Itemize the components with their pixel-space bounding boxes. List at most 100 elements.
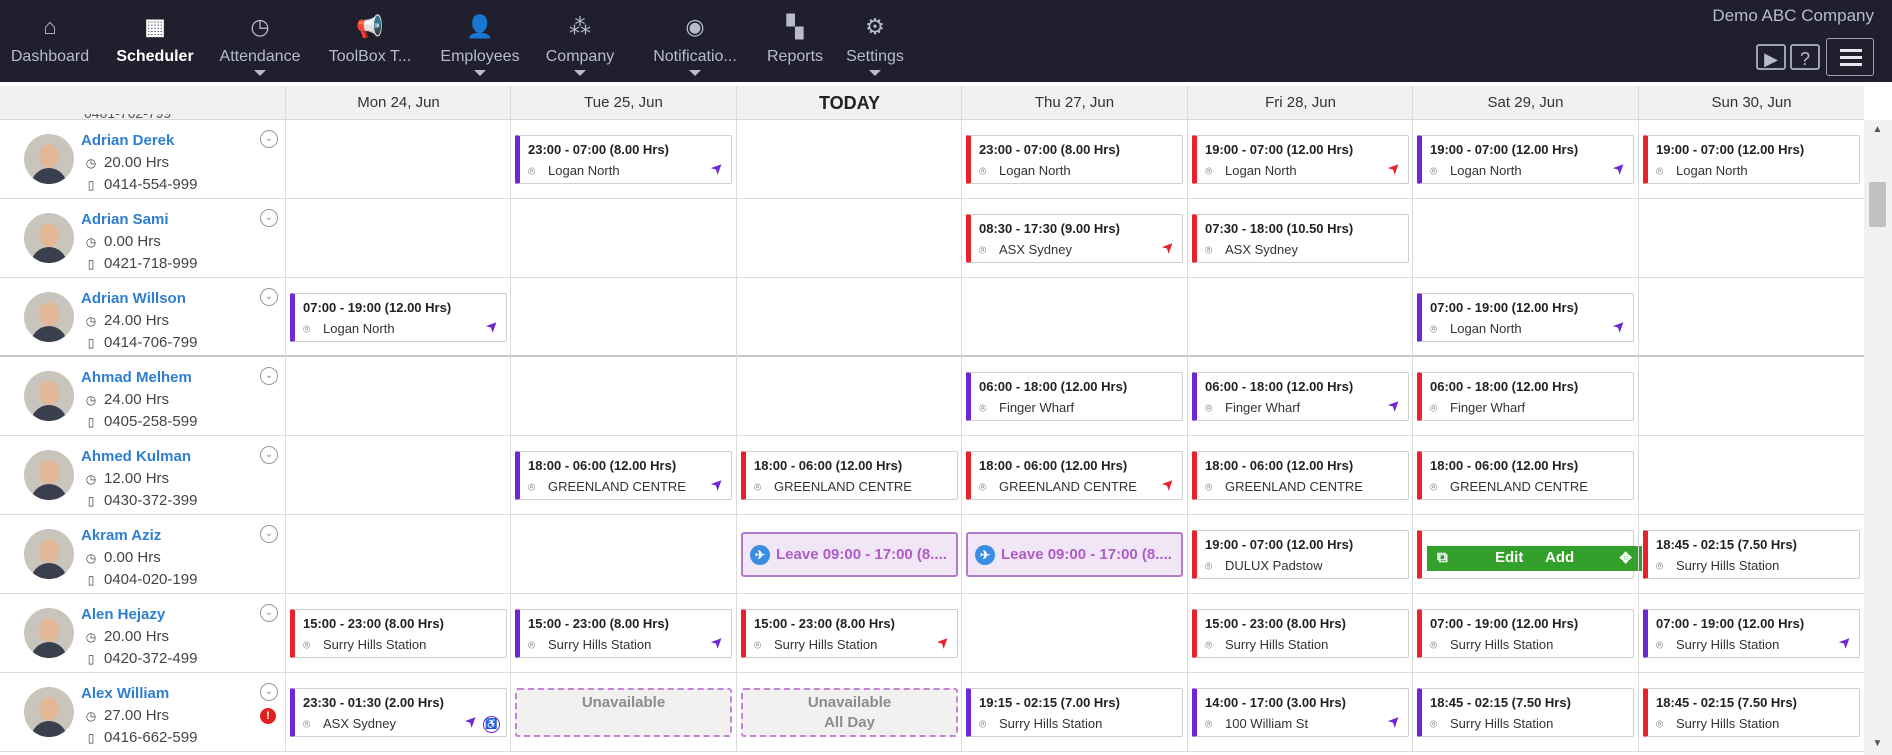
day-cell[interactable]: 23:00 - 07:00 (8.00 Hrs) ⌾ Logan North [961,120,1187,199]
day-cell[interactable]: 19:00 - 07:00 (12.00 Hrs) ⌾ Logan North ➤ [1412,120,1638,199]
day-cell[interactable] [510,357,736,436]
day-cell[interactable]: 18:00 - 06:00 (12.00 Hrs) ⌾ GREENLAND CENT… [736,436,962,515]
scroll-up-arrow[interactable]: ▲ [1872,124,1883,135]
nav-reports[interactable]: ▚ Reports [755,12,835,74]
day-cell[interactable]: 23:00 - 07:00 (8.00 Hrs) ⌾ Logan North ➤ [510,120,736,199]
day-cell[interactable]: 23:30 - 01:30 (2.00 Hrs) ⌾ ASX Sydney ➤ ♿ [285,673,511,752]
day-cell[interactable] [285,436,511,515]
shift-card[interactable]: 18:00 - 06:00 (12.00 Hrs) ⌾ GREENLAND CENT… [741,451,958,500]
avatar[interactable] [24,371,74,421]
add-shift-button[interactable]: Add [1545,549,1575,566]
expand-chevron-icon[interactable]: ⌄ [260,209,278,227]
day-cell[interactable] [285,515,511,594]
day-cell[interactable] [736,120,962,199]
shift-card[interactable]: 15:00 - 23:00 (8.00 Hrs) ⌾ Surry Hills Sta… [515,609,732,658]
day-cell[interactable] [961,594,1187,673]
copy-icon[interactable]: ⧉ [1437,549,1448,566]
avatar[interactable] [24,292,74,342]
employee-name-link[interactable]: Alex William [81,685,170,702]
shift-card[interactable]: 18:45 - 02:15 (7.50 Hrs) ⌾ Surry Hills Sta… [1643,530,1860,579]
day-cell[interactable] [1638,199,1864,278]
expand-chevron-icon[interactable]: ⌄ [260,683,278,701]
day-cell[interactable] [510,515,736,594]
day-cell[interactable]: 15:00 - 23:00 (8.00 Hrs) ⌾ Surry Hills Sta… [736,594,962,673]
shift-card[interactable]: 23:00 - 07:00 (8.00 Hrs) ⌾ Logan North [966,135,1183,184]
expand-chevron-icon[interactable]: ⌄ [260,525,278,543]
day-cell[interactable]: 18:45 - 02:15 (7.50 Hrs) ⌾ Surry Hills Sta… [1638,515,1864,594]
shift-card[interactable]: 15:00 - 23:00 (8.00 Hrs) ⌾ Surry Hills Sta… [290,609,507,658]
leave-block[interactable]: ✈ Leave 09:00 - 17:00 (8.... [966,532,1183,577]
day-cell[interactable]: 15:00 - 23:00 (8.00 Hrs) ⌾ Surry Hills Sta… [1187,594,1413,673]
employee-name-link[interactable]: Ahmad Melhem [81,369,192,386]
shift-card[interactable]: 06:00 - 18:00 (12.00 Hrs) ⌾ Finger Wharf [966,372,1183,421]
day-cell[interactable] [1412,199,1638,278]
shift-card[interactable]: 18:00 - 06:00 (12.00 Hrs) ⌾ GREENLAND CENT… [966,451,1183,500]
day-cell[interactable]: 06:00 - 18:00 (12.00 Hrs) ⌾ Finger Wharf [1412,357,1638,436]
day-cell[interactable]: 19:00 - 07:00 (12.00 Hrs) ⌾ Logan North ➤ [1187,120,1413,199]
shift-card[interactable]: 18:45 - 02:15 (7.50 Hrs) ⌾ Surry Hills Sta… [1643,688,1860,737]
employee-name-link[interactable]: Akram Aziz [81,527,162,544]
unavailable-block[interactable]: Unavailable All Day [741,688,958,737]
day-cell[interactable]: 06:00 - 18:00 (12.00 Hrs) ⌾ Finger Wharf ➤ [1187,357,1413,436]
day-cell[interactable] [285,120,511,199]
shift-card[interactable]: 19:00 - 07:00 (12.00 Hrs) ⌾ Logan North [1643,135,1860,184]
day-cell[interactable]: Unavailable All Day [736,673,962,752]
expand-chevron-icon[interactable]: ⌄ [260,130,278,148]
nav-dashboard[interactable]: ⌂ Dashboard [10,12,90,74]
day-cell[interactable]: 18:00 - 06:00 (12.00 Hrs) ⌾ GREENLAND CENT… [1187,436,1413,515]
expand-chevron-icon[interactable]: ⌄ [260,367,278,385]
day-cell[interactable]: 19:15 - 02:15 (7.00 Hrs) ⌾ Surry Hills Sta… [961,673,1187,752]
employee-name-link[interactable]: Adrian Sami [81,211,169,228]
hamburger-menu-button[interactable] [1826,38,1874,76]
day-cell[interactable]: ✈ Leave 09:00 - 17:00 (8.... [736,515,962,594]
edit-shift-button[interactable]: Edit [1495,549,1524,566]
scrollbar-thumb[interactable] [1869,182,1886,227]
day-cell[interactable] [1638,436,1864,515]
day-cell[interactable]: ✈ Leave 09:00 - 17:00 (8.... [961,515,1187,594]
shift-card[interactable]: 06:00 - 18:00 (12.00 Hrs) ⌾ Finger Wharf ➤ [1192,372,1409,421]
avatar[interactable] [24,529,74,579]
nav-employees[interactable]: 👤 Employees [430,12,530,76]
shift-card[interactable]: 19:15 - 02:15 (7.00 Hrs) ⌾ Surry Hills Sta… [966,688,1183,737]
shift-card[interactable]: 18:00 - 06:00 (12.00 Hrs) ⌾ GREENLAND CENT… [515,451,732,500]
shift-card[interactable]: 19:00 - 07:00 (12.00 Hrs) ⌾ DULUX Padstow [1192,530,1409,579]
nav-notificatio[interactable]: ◉ Notificatio... [640,12,750,76]
employee-name-link[interactable]: Ahmed Kulman [81,448,192,465]
shift-card[interactable]: 07:00 - 19:00 (12.00 Hrs) ⌾ Logan North ➤ [290,293,507,342]
shift-card[interactable]: 18:00 - 06:00 (12.00 Hrs) ⌾ GREENLAND CENT… [1417,451,1634,500]
day-cell[interactable] [1638,357,1864,436]
day-cell[interactable]: 08:30 - 17:30 (9.00 Hrs) ⌾ ASX Sydney ➤ [961,199,1187,278]
day-cell[interactable] [1638,278,1864,357]
shift-card[interactable]: 15:00 - 23:00 (8.00 Hrs) ⌾ Surry Hills Sta… [741,609,958,658]
avatar[interactable] [24,213,74,263]
day-cell[interactable] [736,278,962,357]
shift-card[interactable]: 18:45 - 02:15 (7.50 Hrs) ⌾ Surry Hills Sta… [1417,688,1634,737]
avatar[interactable] [24,134,74,184]
video-tutorial-icon[interactable]: ▶ [1756,44,1786,70]
expand-chevron-icon[interactable]: ⌄ [260,288,278,306]
day-cell[interactable]: 19:00 - 07:00 (12.00 Hrs) ⌾ DULUX Padstow [1187,515,1413,594]
shift-card[interactable]: 07:30 - 18:00 (10.50 Hrs) ⌾ ASX Sydney [1192,214,1409,263]
shift-card[interactable]: 07:00 - 19:00 (12.00 Hrs) ⌾ Surry Hills St… [1417,609,1634,658]
shift-card[interactable]: 23:30 - 01:30 (2.00 Hrs) ⌾ ASX Sydney ➤ ♿ [290,688,507,737]
day-cell[interactable]: Unavailable [510,673,736,752]
nav-company[interactable]: ⁂ Company [540,12,620,76]
day-cell[interactable]: 18:00 - 06:00 (12.00 Hrs) ⌾ GREENLAND CENT… [1412,436,1638,515]
shift-card[interactable]: 18:00 - 06:00 (12.00 Hrs) ⌾ GREENLAND CENT… [1192,451,1409,500]
move-icon[interactable]: ✥ [1619,550,1632,567]
shift-card[interactable]: 15:00 - 23:00 (8.00 Hrs) ⌾ Surry Hills Sta… [1192,609,1409,658]
day-cell[interactable]: 18:00 - 06:00 (12.00 Hrs) ⌾ GREENLAND CENT… [961,436,1187,515]
company-name[interactable]: Demo ABC Company [1712,6,1874,25]
avatar[interactable] [24,687,74,737]
day-cell[interactable] [1187,278,1413,357]
avatar[interactable] [24,450,74,500]
day-cell[interactable] [736,199,962,278]
shift-card[interactable]: 19:00 - 07:00 (12.00 Hrs) ⌾ Logan North ➤ [1192,135,1409,184]
day-cell[interactable]: 15:00 - 23:00 (8.00 Hrs) ⌾ Surry Hills Sta… [510,594,736,673]
day-cell[interactable]: 18:45 - 02:15 (7.50 Hrs) ⌾ Surry Hills Sta… [1638,673,1864,752]
avatar[interactable] [24,608,74,658]
nav-settings[interactable]: ⚙ Settings [840,12,910,76]
day-cell[interactable] [285,357,511,436]
day-cell[interactable]: 07:00 - 19:00 (12.00 Hrs) ⌾ Logan North ➤ [285,278,511,357]
